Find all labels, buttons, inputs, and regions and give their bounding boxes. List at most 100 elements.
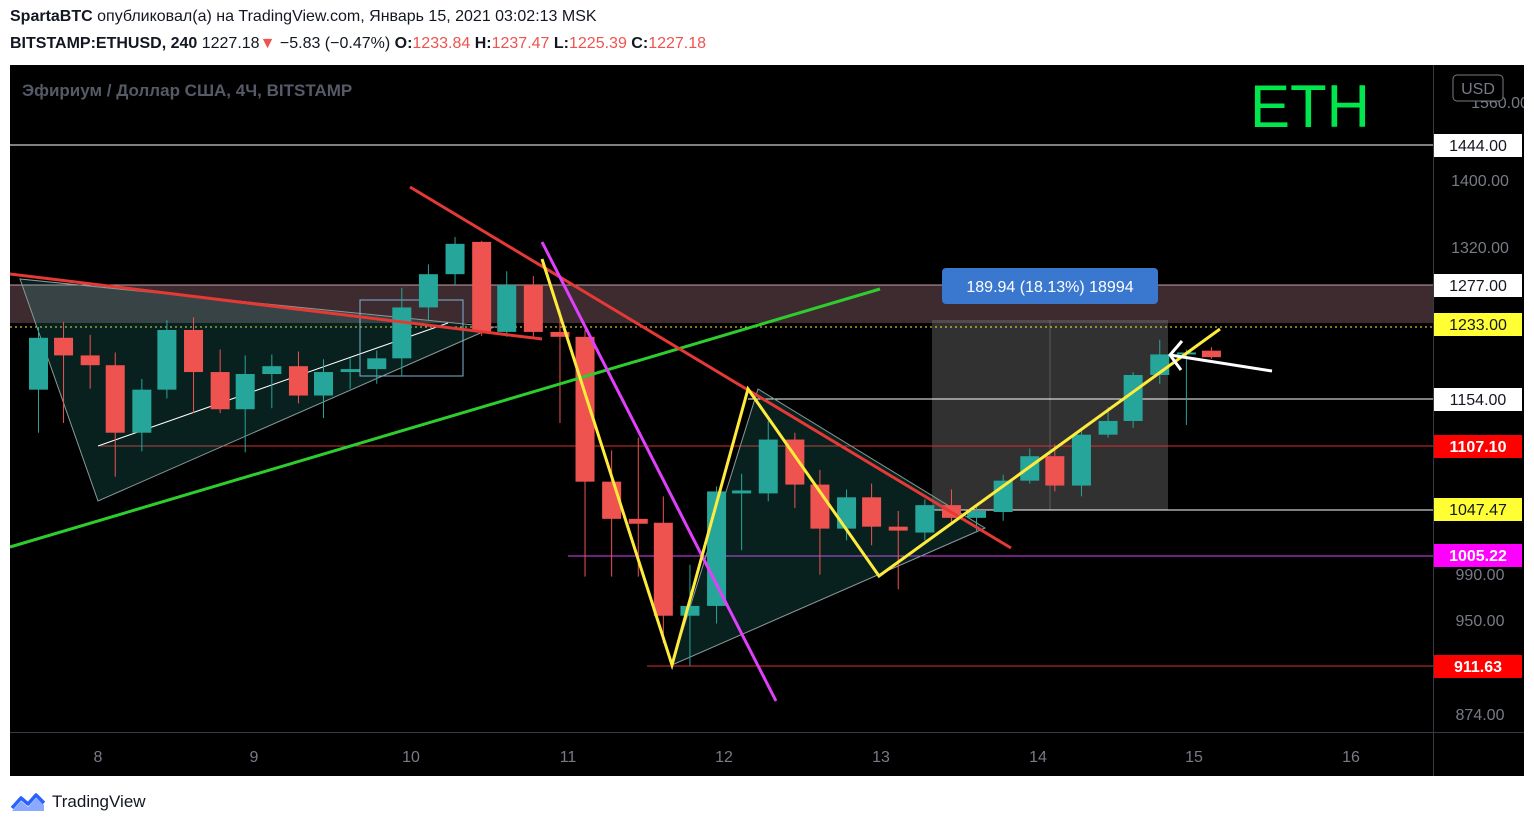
- price-badge-911: [1434, 655, 1522, 678]
- arrow-head-icon: [1168, 340, 1184, 371]
- candle-body: [472, 241, 492, 332]
- candle-body: [235, 374, 255, 410]
- candle-body: [1098, 420, 1118, 435]
- currency-button[interactable]: [1452, 74, 1504, 102]
- candle-body: [340, 369, 360, 373]
- magenta-trendline[interactable]: [540, 241, 778, 702]
- eth-label[interactable]: ETH: [1250, 73, 1370, 140]
- candle-body: [262, 366, 282, 375]
- x-tick-8: 8: [94, 749, 103, 766]
- price-badge-1233: [1434, 313, 1522, 336]
- candle-body: [1071, 434, 1091, 486]
- down-arrow-icon: ▼: [259, 35, 276, 52]
- y-tick-1320: 1320.00: [1451, 240, 1509, 257]
- red-trendline-1[interactable]: [9, 272, 543, 341]
- candle-body: [80, 355, 100, 366]
- price-badge-1444-text: 1444.00: [1449, 138, 1507, 155]
- tradingview-logo-icon: [10, 793, 46, 811]
- author-name[interactable]: SpartaBTC: [10, 8, 93, 25]
- candle-body: [1123, 374, 1143, 421]
- x-tick-12: 12: [715, 749, 733, 766]
- price-change: −5.83 (−0.47%): [279, 35, 391, 52]
- price-badge-1047-text: 1047.47: [1449, 502, 1507, 519]
- candle-body: [967, 511, 987, 518]
- candle-body: [653, 522, 673, 616]
- x-tick-10: 10: [402, 749, 420, 766]
- high-value: 1237.47: [491, 35, 550, 52]
- symbol-label: BITSTAMP:ETHUSD, 240: [10, 35, 198, 52]
- price-badge-1005-text: 1005.22: [1449, 548, 1507, 565]
- candle-body: [628, 518, 648, 524]
- candle-body: [54, 337, 74, 356]
- selection-rect[interactable]: [359, 299, 464, 377]
- price-badge-1107: [1434, 435, 1522, 458]
- price-badge-1107-text: 1107.10: [1450, 439, 1507, 456]
- candle-body: [550, 331, 570, 337]
- white-arrow-icon[interactable]: [1169, 353, 1273, 373]
- candle-body: [732, 490, 752, 494]
- price-badge-1277: [1434, 274, 1522, 297]
- x-tick-9: 9: [250, 749, 259, 766]
- candle-body: [497, 284, 517, 332]
- candle-body: [132, 389, 152, 433]
- candle-body: [1045, 456, 1065, 486]
- low-label: L:: [553, 35, 569, 52]
- y-tick-950: 950.00: [1456, 613, 1505, 630]
- high-label: H:: [474, 35, 492, 52]
- candle-body: [392, 307, 412, 359]
- low-value: 1225.39: [569, 35, 627, 52]
- candle-body: [367, 358, 387, 370]
- ohlc-legend: BITSTAMP:ETHUSD, 240 1227.18▼ −5.83 (−0.…: [10, 35, 706, 53]
- price-badge-1233-text: 1233.00: [1449, 317, 1507, 334]
- candle-body: [184, 329, 204, 373]
- close-label: C:: [631, 35, 649, 52]
- candle-body: [445, 243, 465, 275]
- open-value: 1233.84: [412, 35, 471, 52]
- candle-body: [862, 497, 882, 527]
- candles-layer: [28, 236, 1221, 666]
- candle-body: [915, 505, 935, 533]
- x-tick-14: 14: [1029, 749, 1047, 766]
- price-badge-1444: [1434, 134, 1522, 157]
- open-label: O:: [394, 35, 413, 52]
- channel-line[interactable]: [97, 322, 449, 447]
- candle-body: [28, 337, 48, 390]
- candle-body: [575, 336, 595, 482]
- measure-label-box: [942, 268, 1158, 304]
- red-trendline-2[interactable]: [409, 185, 1012, 550]
- candle-body: [157, 329, 177, 390]
- price-badge-1005: [1434, 544, 1522, 567]
- chart-title: Эфириум / Доллар США, 4Ч, BITSTAMP: [22, 81, 352, 100]
- price-badge-1047: [1434, 498, 1522, 521]
- y-tick-990: 990.00: [1456, 567, 1505, 584]
- price-badge-1154: [1434, 388, 1522, 411]
- candle-body: [758, 439, 778, 494]
- measure-label: 189.94 (18.13%) 18994: [966, 279, 1133, 296]
- candle-body: [680, 605, 700, 616]
- price-badge-1277-text: 1277.00: [1449, 278, 1507, 295]
- candle-body: [418, 274, 438, 308]
- x-tick-16: 16: [1342, 749, 1360, 766]
- candle-body: [210, 372, 230, 410]
- candle-body: [288, 366, 308, 396]
- candle-body: [888, 526, 908, 531]
- yellow-wave-pattern[interactable]: [540, 258, 1221, 671]
- x-tick-15: 15: [1185, 749, 1203, 766]
- chart-frame[interactable]: 189.94 (18.13%) 18994 Эфириум / Доллар С…: [9, 65, 1529, 776]
- candle-body: [523, 284, 543, 332]
- green-trendline[interactable]: [9, 287, 881, 549]
- candle-body: [1201, 350, 1221, 358]
- price-badge-911-text: 911.63: [1454, 659, 1502, 676]
- x-tick-13: 13: [872, 749, 890, 766]
- x-tick-11: 11: [560, 749, 577, 766]
- publish-info: SpartaBTC опубликовал(а) на TradingView.…: [10, 8, 597, 26]
- candle-body: [810, 484, 830, 529]
- currency-label: USD: [1461, 81, 1495, 98]
- last-price: 1227.18: [201, 35, 260, 52]
- footer-brand[interactable]: TradingView: [10, 792, 146, 812]
- candle-body: [105, 365, 125, 433]
- brand-name: TradingView: [52, 792, 146, 811]
- candle-body: [314, 372, 334, 396]
- publish-text: опубликовал(а) на TradingView.com, Январ…: [97, 8, 597, 25]
- price-chart[interactable]: 189.94 (18.13%) 18994 Эфириум / Доллар С…: [9, 65, 1529, 776]
